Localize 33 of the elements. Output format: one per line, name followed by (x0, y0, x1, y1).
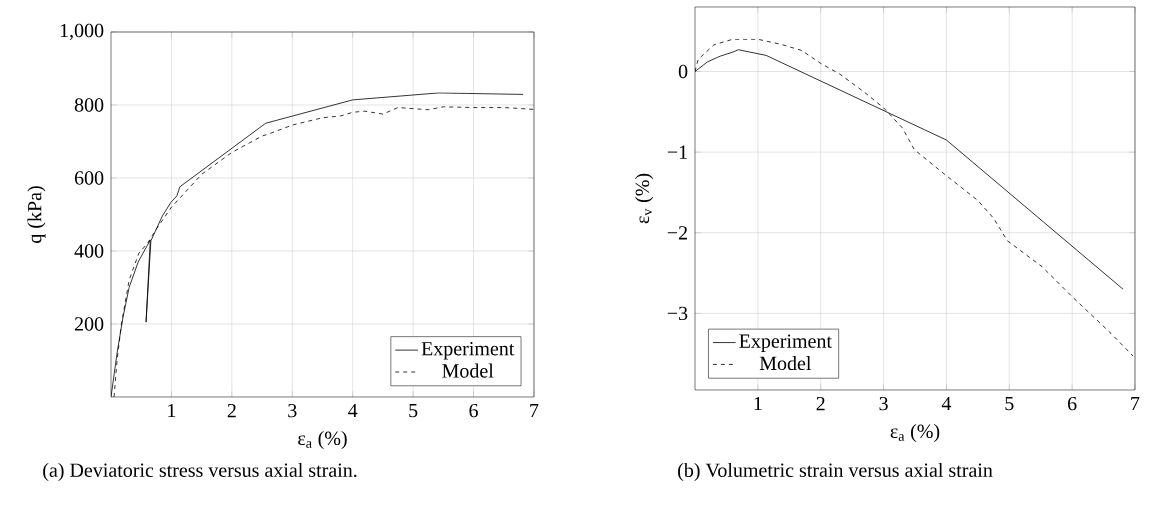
x-tick-label: 1 (754, 396, 762, 411)
y-axis-title: ε$_{v}$ (%) (635, 173, 654, 224)
x-tick-label: 4 (348, 403, 358, 418)
legend-label: Model (759, 356, 812, 371)
x-tick-label: 2 (816, 396, 825, 411)
y-tick-label: −1 (667, 145, 687, 159)
x-tick-label: 5 (409, 403, 418, 418)
y-tick-label: −2 (667, 226, 687, 240)
y-axis-title: q (kPa) (27, 186, 46, 243)
y-tick-label: 200 (74, 317, 104, 331)
x-tick-label: 5 (1005, 396, 1014, 411)
legend-label: Experiment (421, 341, 515, 360)
y-tick-label: 800 (74, 98, 104, 112)
text: (b) Volumetric strain versus axial strain (678, 462, 993, 482)
x-tick-label: 7 (530, 403, 539, 418)
x-tick-label: 6 (469, 403, 478, 418)
x-tick-label: 6 (1067, 396, 1077, 411)
x-tick-label: 3 (879, 396, 888, 411)
y-tick-label: 400 (74, 244, 104, 258)
y-tick-label: 600 (74, 171, 104, 185)
legend-label: Model (442, 363, 494, 378)
x-tick-label: 7 (1131, 396, 1140, 411)
x-axis-title: ε$_{a}$ (%) (298, 430, 347, 450)
y-tick-label: 0 (678, 64, 688, 79)
legend-label: Experiment (739, 334, 832, 352)
x-axis-title: ε$_{a}$ (%) (890, 423, 940, 443)
x-tick-label: 1 (168, 403, 176, 418)
y-tick-label: 1,000 (60, 23, 104, 41)
text: (a) Deviatoric stress versus axial strain. (43, 462, 357, 482)
x-tick-label: 4 (941, 396, 952, 411)
x-tick-label: 2 (227, 403, 236, 418)
y-tick-label: −3 (667, 306, 688, 321)
x-tick-label: 3 (288, 403, 297, 418)
